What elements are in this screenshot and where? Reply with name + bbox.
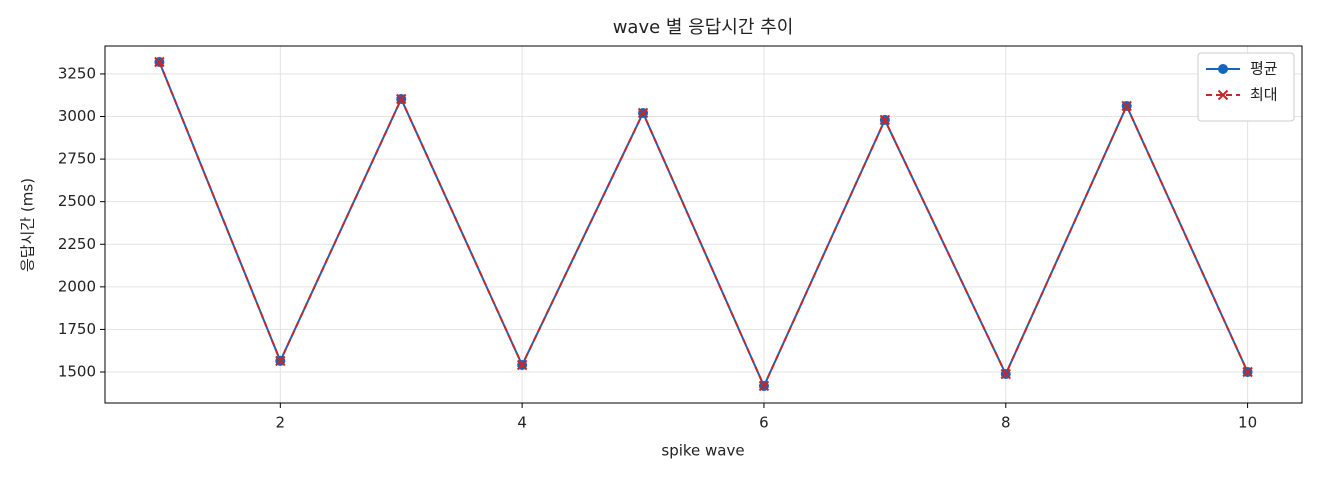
x-tick-label: 2 <box>276 414 286 432</box>
y-tick-label: 3000 <box>58 107 96 125</box>
x-tick-label: 10 <box>1238 414 1257 432</box>
marker <box>396 93 407 105</box>
x-tick-label: 4 <box>517 414 527 432</box>
x-axis-label: spike wave <box>661 442 744 460</box>
y-tick-label: 2750 <box>58 150 96 168</box>
legend-label: 평균 <box>1250 60 1278 78</box>
x-tick-label: 8 <box>1001 414 1011 432</box>
legend-marker <box>1218 64 1228 74</box>
y-axis-label: 응답시간 (ms) <box>19 178 37 272</box>
legend-label: 최대 <box>1250 86 1278 104</box>
y-tick-label: 2250 <box>58 235 96 253</box>
marker <box>275 355 286 367</box>
legend-box <box>1197 52 1295 122</box>
x-tick-label: 6 <box>759 414 769 432</box>
y-tick-label: 2000 <box>58 277 96 295</box>
marker <box>1000 368 1011 380</box>
marker <box>1242 366 1253 378</box>
y-tick-label: 3250 <box>58 64 96 82</box>
series-line <box>158 61 1249 389</box>
marker <box>516 359 528 371</box>
marker <box>758 380 770 392</box>
y-tick-label: 1500 <box>58 363 96 381</box>
y-tick-label: 1750 <box>58 320 96 338</box>
marker <box>154 56 165 68</box>
marker <box>637 107 649 119</box>
series-line <box>158 61 1249 389</box>
plot-frame <box>104 45 1303 404</box>
marker <box>1121 100 1132 112</box>
y-tick-label: 2500 <box>58 192 96 210</box>
chart-title: wave 별 응답시간 추이 <box>613 17 794 38</box>
legend-marker <box>1217 89 1229 101</box>
marker <box>879 114 891 126</box>
